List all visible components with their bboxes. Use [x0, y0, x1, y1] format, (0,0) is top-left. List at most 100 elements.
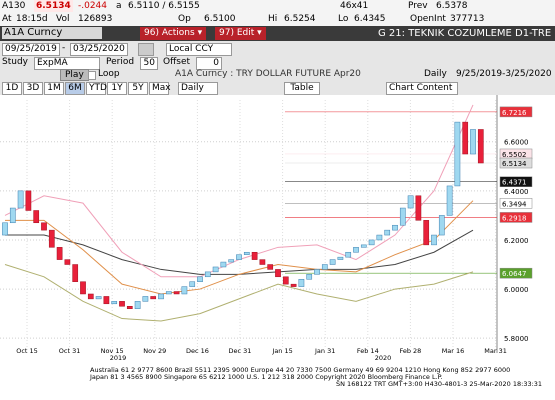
range-tab[interactable]: 1D [2, 82, 22, 95]
candle [290, 283, 297, 287]
command-bar: A1A Curncy 96) Actions ▾ 97) Edit ▾ G 21… [0, 26, 555, 41]
candle [407, 195, 414, 209]
candle [329, 259, 336, 265]
study-line [4, 264, 474, 322]
candle [134, 301, 141, 309]
x-tick-label: Nov 15 [101, 347, 124, 355]
candle [48, 229, 55, 248]
candle [9, 207, 16, 224]
x-tick-label: Mar 16 [442, 347, 465, 355]
candle [228, 259, 235, 263]
candle [126, 306, 133, 309]
price-label-box [499, 157, 533, 169]
play-button[interactable]: Play [60, 69, 89, 81]
candle [212, 266, 219, 273]
candle [158, 293, 164, 300]
footer: Australia 61 2 9777 8600 Brazil 5511 239… [0, 360, 555, 400]
x-tick-label: Dec 16 [186, 347, 209, 355]
vol: 126893 [78, 14, 113, 24]
candle [33, 210, 40, 224]
candle [423, 220, 430, 246]
candle [353, 247, 359, 253]
y-tick-label: 6.6000 [504, 139, 529, 147]
candle [446, 185, 453, 216]
candle [314, 269, 320, 275]
study-line [5, 200, 474, 295]
range-tab[interactable]: 6M [65, 82, 85, 95]
range-tab[interactable]: 3D [23, 82, 43, 95]
candle [189, 281, 196, 287]
y-tick-label: 6.0000 [504, 286, 529, 294]
x-tick-label: Feb 14 [357, 347, 379, 355]
candle [431, 234, 437, 246]
candle [173, 291, 180, 295]
candle [345, 251, 352, 258]
open-label: Op [178, 14, 191, 24]
range-tab[interactable]: 1Y [107, 82, 127, 95]
x-tick-label: Nov 29 [143, 347, 166, 355]
x-tick-label: Jan 31 [314, 347, 335, 355]
range-tab[interactable]: YTD [86, 82, 107, 95]
candle [251, 251, 258, 260]
candle [376, 234, 383, 241]
security-input[interactable]: A1A Curncy [2, 27, 103, 39]
price-label: 6.4371 [502, 179, 527, 187]
price-label-box [499, 267, 533, 279]
ticker: A130 [2, 1, 26, 11]
prev-label: Prev [408, 1, 428, 11]
change: -.0244 [78, 1, 108, 11]
start-date[interactable]: 09/25/2019 [2, 43, 60, 56]
actions-button[interactable]: 96) Actions ▾ [140, 27, 207, 40]
loop-label: Loop [98, 69, 120, 79]
bid-ask: 6.5110 / 6.5155 [128, 1, 200, 11]
candle [236, 254, 242, 260]
price-label: 6.5502 [502, 151, 527, 159]
chart-content-button[interactable]: Chart Content [386, 82, 458, 95]
edit-button[interactable]: 97) Edit ▾ [215, 27, 266, 40]
candle [470, 129, 476, 155]
candle [306, 274, 313, 280]
range: 9/25/2019-3/25/2020 [456, 69, 552, 79]
price-label: 6.5134 [502, 160, 527, 168]
candle [415, 195, 422, 221]
candle [64, 259, 71, 265]
loop-checkbox[interactable] [88, 71, 96, 80]
candle [243, 251, 250, 255]
candle [360, 244, 367, 248]
period-input[interactable]: 50 [140, 57, 158, 70]
footer-line-2: Japan 81 3 4565 8900 Singapore 65 6212 1… [90, 373, 443, 381]
x-tick-label: Feb 28 [399, 347, 421, 355]
candle [392, 224, 398, 231]
candle [477, 129, 484, 164]
range-tab[interactable]: 5Y [128, 82, 148, 95]
y-tick-label: 6.4000 [504, 188, 529, 196]
candle [25, 190, 32, 211]
price-label-box [499, 212, 533, 223]
price-chart: 5.8000 6.0000 6.2000 6.4000 6.6000 Oct 15 Oct … [0, 95, 555, 360]
size: 46x41 [340, 1, 369, 11]
hi-label: Hi [268, 14, 278, 24]
candle [267, 264, 274, 270]
y-tick-label: 6.2000 [504, 237, 529, 245]
actions-label: 96) Actions [144, 28, 195, 38]
candle [111, 301, 118, 305]
offset-label: Offset [163, 57, 191, 67]
range-tab[interactable]: 1M [44, 82, 64, 95]
frequency-select[interactable]: Daily [178, 82, 218, 95]
candle [2, 222, 8, 236]
candle [119, 301, 125, 307]
table-button[interactable]: Table [284, 82, 320, 95]
x-tick-label: Dec 31 [229, 347, 252, 355]
candle [150, 296, 157, 300]
hi: 6.5254 [284, 14, 316, 24]
range-tab[interactable]: Max [149, 82, 171, 95]
open: 6.5100 [204, 14, 236, 24]
currency-select[interactable]: Local CCY [166, 43, 232, 56]
end-date[interactable]: 03/25/2020 [70, 43, 128, 56]
offset-input[interactable]: 0 [196, 57, 222, 70]
last-price: 6.5134 [34, 0, 73, 12]
candle [298, 278, 305, 287]
footer-line-3: SN 168122 TRT GMT+3:00 H430-4801-3 25-Ma… [336, 380, 543, 388]
calendar-icon[interactable] [138, 43, 154, 56]
